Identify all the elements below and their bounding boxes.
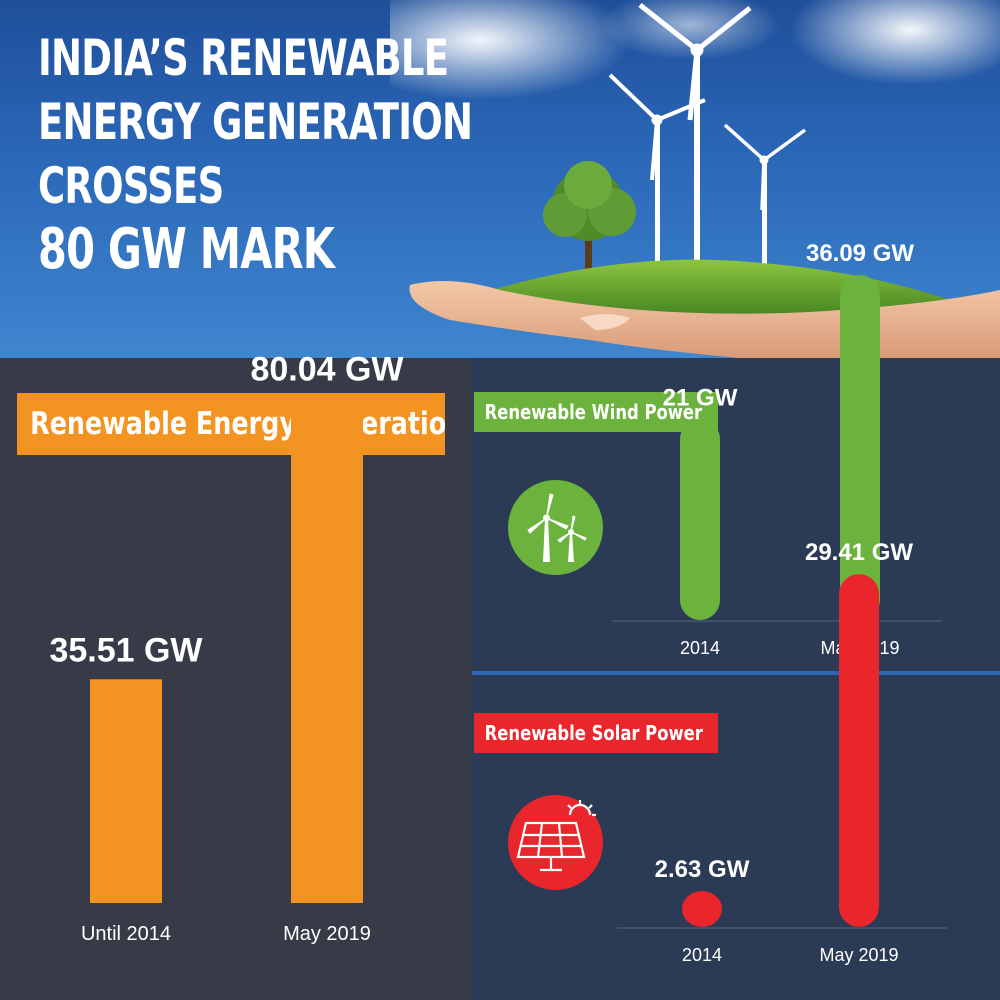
solar-power-banner: Renewable Solar Power xyxy=(474,713,718,753)
tree xyxy=(543,161,636,280)
panel-divider xyxy=(472,671,1000,675)
total-generation-title: Renewable Energy Generation xyxy=(30,406,445,442)
wind-power-banner: Renewable Wind Power xyxy=(474,392,718,432)
total-generation-panel xyxy=(0,358,472,1000)
wind-solar-panel xyxy=(472,358,1000,1000)
title-line-1: INDIA’S RENEWABLE xyxy=(38,29,449,87)
hero-banner: INDIA’S RENEWABLE ENERGY GENERATION CROS… xyxy=(0,0,1000,358)
solar-power-title: Renewable Solar Power xyxy=(484,721,703,745)
wind-power-title: Renewable Wind Power xyxy=(484,400,703,424)
total-generation-banner: Renewable Energy Generation xyxy=(17,393,445,455)
turbine-3 xyxy=(723,123,807,275)
solar-panel-icon xyxy=(508,795,603,890)
turbine-1 xyxy=(638,3,752,280)
wind-turbine-icon xyxy=(508,480,603,575)
title-line-3: CROSSES xyxy=(38,157,224,215)
title-line-2: ENERGY GENERATION xyxy=(38,93,473,151)
turbine-2 xyxy=(608,73,706,280)
page-title: INDIA’S RENEWABLE ENERGY GENERATION CROS… xyxy=(38,26,625,282)
title-line-4: 80 GW MARK xyxy=(38,217,335,282)
